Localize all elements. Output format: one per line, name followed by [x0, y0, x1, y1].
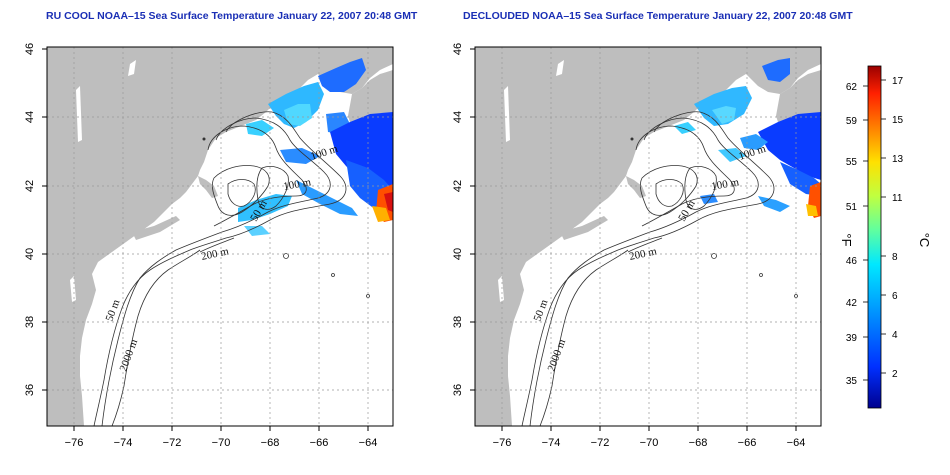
left-map: 100 m 100 m 50 m 200 m 50 m 2000 m: [24, 43, 394, 449]
x-tick-label: −72: [591, 437, 610, 449]
sst-patches: [674, 58, 821, 218]
contour-label: 100 m: [282, 176, 312, 193]
contour-label: 200 m: [628, 245, 658, 263]
map-frame: [46, 46, 394, 427]
lake: [504, 86, 510, 142]
lake: [76, 86, 82, 142]
x-tick-label: −68: [261, 437, 280, 449]
celsius-tick-label: 6: [892, 291, 898, 302]
grid-lines: [47, 47, 393, 426]
y-tick-label: 42: [452, 180, 464, 192]
fahrenheit-tick-label: 35: [846, 376, 858, 387]
island-dot: [711, 253, 717, 259]
long-island: [560, 216, 608, 240]
island-dot: [331, 273, 335, 277]
right-map: 100 m 100 m 50 m 200 m 50 m 2000 m: [452, 43, 822, 449]
x-tick-label: −70: [640, 437, 659, 449]
tick-marks: [42, 48, 369, 431]
colorbar-gradient: [867, 65, 882, 409]
y-tick-label: 42: [24, 180, 36, 192]
x-tick-label: −68: [689, 437, 708, 449]
y-tick-label: 38: [24, 316, 36, 328]
lake: [556, 60, 564, 76]
land-mass: [475, 47, 821, 426]
celsius-tick-label: 2: [892, 369, 898, 380]
x-tick-label: −76: [65, 437, 84, 449]
y-tick-label: 46: [24, 43, 36, 55]
x-tick-label: −70: [212, 437, 231, 449]
x-tick-label: −74: [114, 437, 133, 449]
fahrenheit-tick-label: 46: [846, 256, 858, 267]
left-map-title: RU COOL NOAA–15 Sea Surface Temperature …: [46, 10, 418, 22]
x-tick-label: −64: [359, 437, 378, 449]
fahrenheit-tick-label: 55: [846, 157, 858, 168]
tick-marks: [470, 48, 797, 431]
celsius-tick-label: 8: [892, 252, 898, 263]
colorbar: 62 59 55 51 46 42 39 35 17 15 13 11 8 6 …: [839, 65, 932, 409]
map-frame: [474, 46, 822, 427]
island-dot: [630, 137, 634, 141]
x-tick-label: −74: [542, 437, 561, 449]
y-tick-label: 44: [24, 111, 36, 123]
fahrenheit-unit-label: °F: [839, 233, 854, 246]
y-tick-label: 44: [452, 111, 464, 123]
y-tick-label: 40: [24, 248, 36, 260]
contour-label: 200 m: [200, 245, 230, 263]
grid-lines: [475, 47, 821, 426]
celsius-tick-label: 4: [892, 330, 898, 341]
x-tick-label: −76: [493, 437, 512, 449]
y-tick-label: 36: [24, 384, 36, 396]
sst-patches: [238, 58, 393, 236]
lake: [498, 276, 504, 302]
fahrenheit-tick-label: 51: [846, 202, 858, 213]
island-dot: [759, 273, 763, 277]
bathymetry-contours: [93, 111, 347, 426]
bathymetry-contours: [521, 111, 775, 426]
island-dot: [283, 253, 289, 259]
y-tick-label: 46: [452, 43, 464, 55]
x-tick-label: −66: [738, 437, 757, 449]
y-tick-label: 40: [452, 248, 464, 260]
y-tick-label: 38: [452, 316, 464, 328]
fahrenheit-tick-label: 59: [846, 116, 858, 127]
right-map-title: DECLOUDED NOAA–15 Sea Surface Temperatur…: [463, 10, 853, 22]
x-tick-label: −64: [787, 437, 806, 449]
celsius-tick-label: 13: [892, 154, 904, 165]
celsius-unit-label: °C: [917, 233, 932, 248]
land-mass: [47, 47, 393, 426]
celsius-tick-label: 15: [892, 115, 904, 126]
celsius-tick-label: 11: [892, 193, 903, 204]
contour-label: 100 m: [710, 176, 740, 193]
fahrenheit-tick-label: 62: [846, 82, 858, 93]
fahrenheit-tick-label: 42: [846, 298, 858, 309]
lake: [70, 276, 76, 302]
island-dot: [202, 137, 206, 141]
long-island: [132, 216, 180, 240]
lake: [128, 60, 136, 76]
celsius-tick-label: 17: [892, 76, 904, 87]
y-tick-label: 36: [452, 384, 464, 396]
x-tick-label: −66: [310, 437, 329, 449]
fahrenheit-tick-label: 39: [846, 333, 858, 344]
x-tick-label: −72: [163, 437, 182, 449]
